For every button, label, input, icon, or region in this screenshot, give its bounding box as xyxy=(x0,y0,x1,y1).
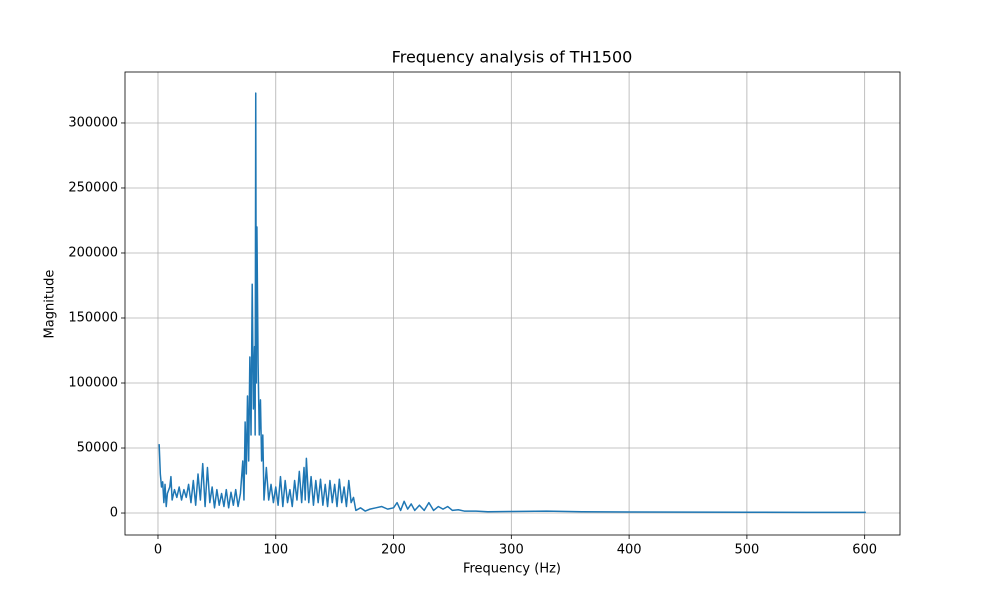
x-tick-label: 0 xyxy=(154,543,162,558)
axes-frame xyxy=(124,71,901,536)
x-tick-label: 500 xyxy=(734,543,759,558)
x-tick-label: 600 xyxy=(852,543,877,558)
y-tick-label: 300000 xyxy=(68,115,118,130)
y-axis-label: Magnitude xyxy=(43,270,58,339)
x-tick-label: 400 xyxy=(617,543,642,558)
x-tick-label: 200 xyxy=(381,543,406,558)
y-tick-label: 0 xyxy=(110,506,118,521)
y-tick-label: 100000 xyxy=(68,376,118,391)
x-axis-label: Frequency (Hz) xyxy=(463,562,561,577)
y-tick-label: 150000 xyxy=(68,310,118,325)
y-tick-label: 50000 xyxy=(77,441,118,456)
y-tick-label: 250000 xyxy=(68,180,118,195)
chart-title: Frequency analysis of TH1500 xyxy=(392,48,633,67)
plot xyxy=(158,92,866,514)
x-tick-label: 100 xyxy=(263,543,288,558)
y-tick-label: 200000 xyxy=(68,245,118,260)
grid xyxy=(125,72,900,535)
data-line xyxy=(158,92,866,514)
x-tick-label: 300 xyxy=(499,543,524,558)
